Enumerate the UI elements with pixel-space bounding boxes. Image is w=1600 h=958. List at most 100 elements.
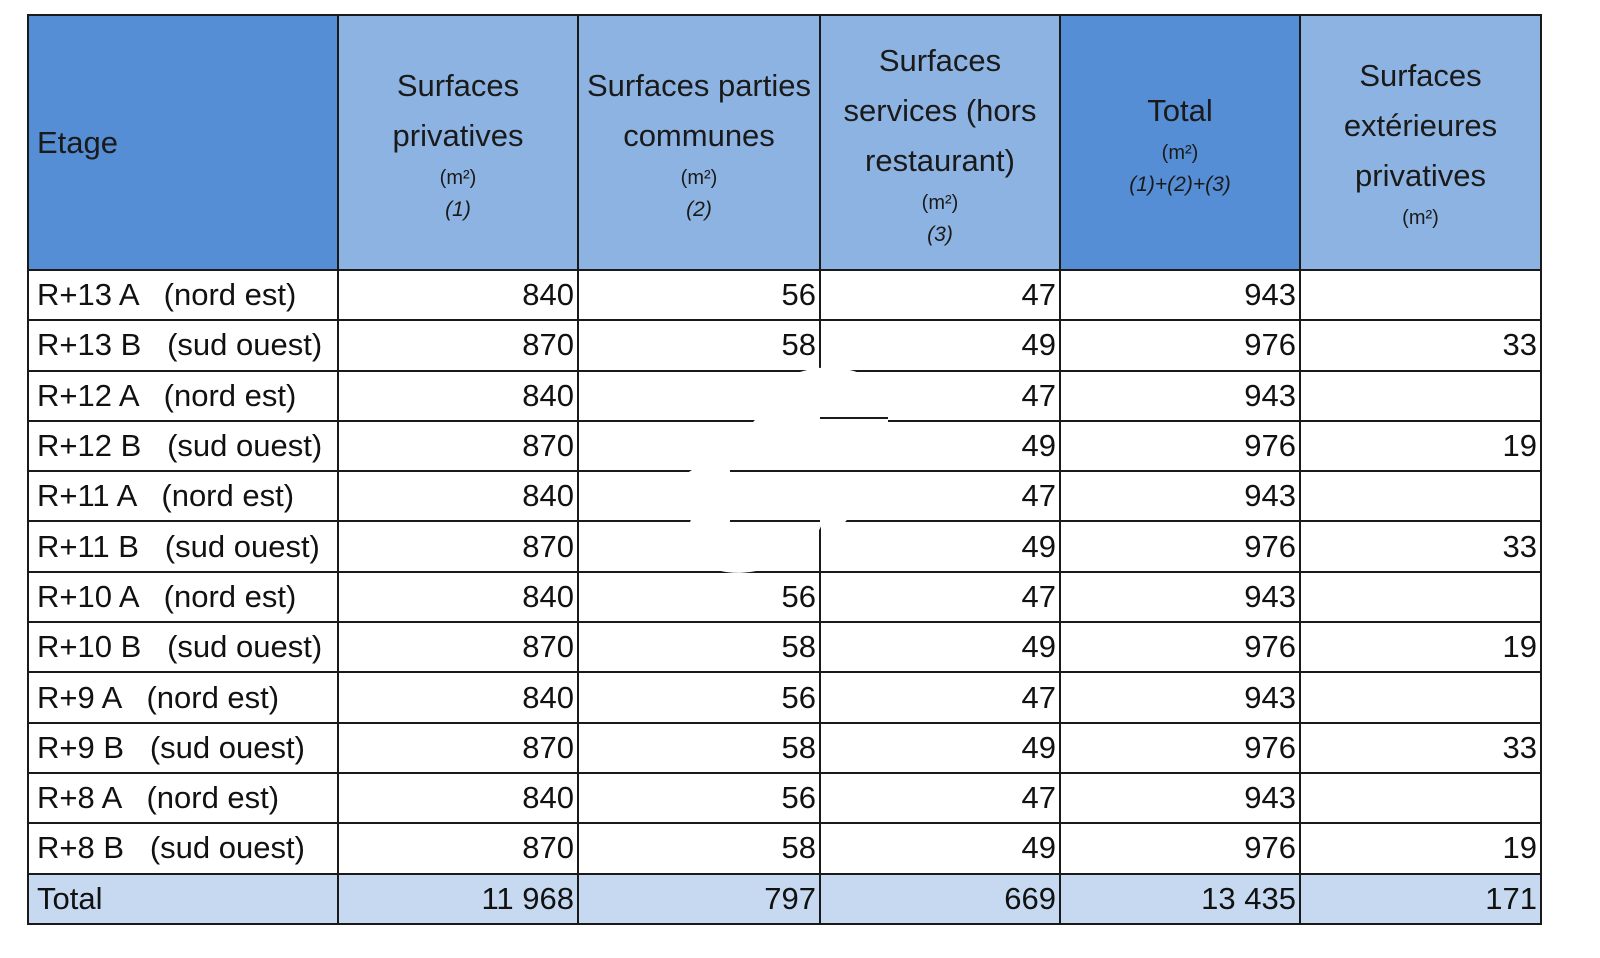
cell-etage: R+10 A (nord est) <box>27 570 339 624</box>
cell-services: 47 <box>819 369 1061 422</box>
cell-surfaces-privatives: 840 <box>337 570 579 624</box>
table-row: R+8 A (nord est) 840 56 47 943 <box>27 771 1542 825</box>
cell-surfaces-privatives: 870 <box>337 419 579 473</box>
cell-services: 47 <box>819 268 1061 322</box>
cell-services: 47 <box>819 470 1061 523</box>
cell-surfaces-privatives: 840 <box>337 771 579 825</box>
surface-table: Etage Surfaces privatives (m²) (1) Surfa… <box>27 14 1542 925</box>
table-row: R+9 A (nord est) 840 56 47 943 <box>27 671 1542 724</box>
cell-parties-communes: 58 <box>577 822 821 875</box>
cell-total: 976 <box>1059 319 1301 372</box>
cell-services: 49 <box>819 319 1061 372</box>
cell-surfaces-privatives: 870 <box>337 621 579 674</box>
header-total: Total (m²) (1)+(2)+(3) <box>1059 14 1301 271</box>
cell-exterieures: 33 <box>1299 721 1542 774</box>
cell-etage: Total <box>27 872 339 925</box>
header-surfaces-exterieures: Surfaces extérieures privatives (m²) <box>1299 14 1542 271</box>
cell-surfaces-privatives: 870 <box>337 319 579 372</box>
cell-parties-communes: 56 <box>577 671 821 724</box>
cell-surfaces-privatives: 840 <box>337 671 579 724</box>
cell-exterieures <box>1299 369 1542 422</box>
cell-exterieures <box>1299 671 1542 724</box>
cell-parties-communes: 58 <box>577 319 821 372</box>
cell-exterieures: 33 <box>1299 319 1542 372</box>
cell-surfaces-privatives: 870 <box>337 822 579 875</box>
cell-total: 943 <box>1059 771 1301 825</box>
table-row: R+13 A (nord est) 840 56 47 943 <box>27 268 1542 322</box>
cell-services: 49 <box>819 822 1061 875</box>
cell-total: 13 435 <box>1059 872 1301 925</box>
cell-exterieures <box>1299 570 1542 624</box>
cell-total: 943 <box>1059 671 1301 724</box>
table-row: R+12 A (nord est) 840 47 943 <box>27 369 1542 422</box>
cell-etage: R+12 A (nord est) <box>27 369 339 422</box>
cell-parties-communes: 56 <box>577 570 821 624</box>
cell-parties-communes <box>577 520 821 573</box>
cell-etage: R+13 B (sud ouest) <box>27 319 339 372</box>
cell-etage: R+10 B (sud ouest) <box>27 621 339 674</box>
cell-etage: R+11 A (nord est) <box>27 470 339 523</box>
cell-services: 49 <box>819 721 1061 774</box>
cell-surfaces-privatives: 870 <box>337 520 579 573</box>
cell-parties-communes <box>577 369 821 422</box>
cell-etage: R+9 A (nord est) <box>27 671 339 724</box>
cell-etage: R+8 A (nord est) <box>27 771 339 825</box>
cell-parties-communes: 56 <box>577 268 821 322</box>
table-body: R+13 A (nord est) 840 56 47 943 R+13 B (sud o… <box>27 268 1542 925</box>
cell-parties-communes: 58 <box>577 721 821 774</box>
cell-exterieures: 19 <box>1299 621 1542 674</box>
cell-surfaces-privatives: 840 <box>337 369 579 422</box>
cell-parties-communes: 797 <box>577 872 821 925</box>
total-row: Total 11 968 797 669 13 435 171 <box>27 872 1542 925</box>
table-row: R+8 B (sud ouest) 870 58 49 976 19 <box>27 822 1542 875</box>
cell-total: 976 <box>1059 621 1301 674</box>
cell-total: 943 <box>1059 369 1301 422</box>
cell-services: 669 <box>819 872 1061 925</box>
cell-surfaces-privatives: 11 968 <box>337 872 579 925</box>
cell-etage: R+12 B (sud ouest) <box>27 419 339 473</box>
cell-parties-communes: 56 <box>577 470 821 523</box>
header-etage: Etage <box>27 14 339 271</box>
cell-surfaces-privatives: 870 <box>337 721 579 774</box>
cell-total: 943 <box>1059 570 1301 624</box>
cell-total: 943 <box>1059 268 1301 322</box>
header-surfaces-parties-communes: Surfaces parties communes (m²) (2) <box>577 14 821 271</box>
table-row: R+10 A (nord est) 840 56 47 943 <box>27 570 1542 624</box>
cell-services: 47 <box>819 570 1061 624</box>
cell-exterieures <box>1299 771 1542 825</box>
table-row: R+9 B (sud ouest) 870 58 49 976 33 <box>27 721 1542 774</box>
cell-services: 49 <box>819 520 1061 573</box>
cell-exterieures: 19 <box>1299 822 1542 875</box>
cell-exterieures <box>1299 470 1542 523</box>
cell-services: 47 <box>819 671 1061 724</box>
cell-parties-communes: 58 <box>577 419 821 473</box>
cell-exterieures: 19 <box>1299 419 1542 473</box>
cell-services: 47 <box>819 771 1061 825</box>
cell-total: 976 <box>1059 822 1301 875</box>
table-row: R+11 A (nord est) 840 56 47 943 <box>27 470 1542 523</box>
header-surfaces-privatives: Surfaces privatives (m²) (1) <box>337 14 579 271</box>
cell-etage: R+8 B (sud ouest) <box>27 822 339 875</box>
table-container: Etage Surfaces privatives (m²) (1) Surfa… <box>27 14 1542 925</box>
cell-exterieures <box>1299 268 1542 322</box>
cell-total: 976 <box>1059 419 1301 473</box>
cell-services: 49 <box>819 621 1061 674</box>
table-row: R+13 B (sud ouest) 870 58 49 976 33 <box>27 319 1542 372</box>
cell-exterieures: 171 <box>1299 872 1542 925</box>
table-row: R+12 B (sud ouest) 870 58 49 976 19 <box>27 419 1542 473</box>
cell-parties-communes: 58 <box>577 621 821 674</box>
table-row: R+10 B (sud ouest) 870 58 49 976 19 <box>27 621 1542 674</box>
cell-total: 943 <box>1059 470 1301 523</box>
cell-exterieures: 33 <box>1299 520 1542 573</box>
header-row: Etage Surfaces privatives (m²) (1) Surfa… <box>27 14 1542 271</box>
cell-surfaces-privatives: 840 <box>337 470 579 523</box>
cell-total: 976 <box>1059 721 1301 774</box>
cell-etage: R+9 B (sud ouest) <box>27 721 339 774</box>
cell-etage: R+13 A (nord est) <box>27 268 339 322</box>
cell-services: 49 <box>819 419 1061 473</box>
cell-etage: R+11 B (sud ouest) <box>27 520 339 573</box>
cell-surfaces-privatives: 840 <box>337 268 579 322</box>
cell-total: 976 <box>1059 520 1301 573</box>
header-surfaces-services: Surfaces services (hors restaurant) (m²)… <box>819 14 1061 271</box>
table-row: R+11 B (sud ouest) 870 49 976 33 <box>27 520 1542 573</box>
